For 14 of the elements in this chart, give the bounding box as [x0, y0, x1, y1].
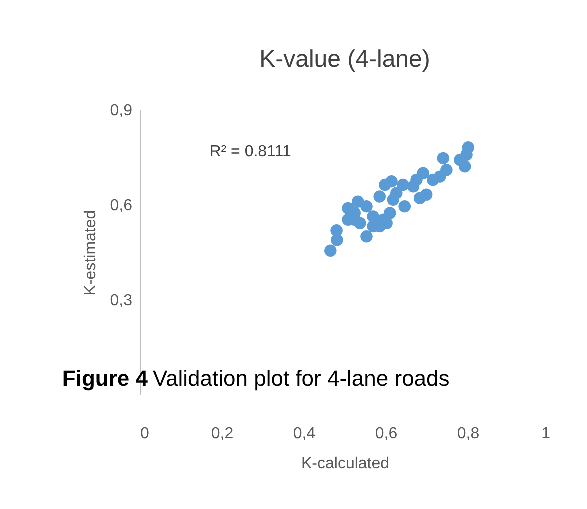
y-tick-label: 0,6	[110, 198, 133, 214]
x-tick-label: 0,2	[211, 426, 234, 442]
y-tick-label: 0,9	[110, 102, 133, 120]
x-tick-label: 0,6	[375, 426, 398, 442]
y-tick-label: 0,3	[110, 292, 133, 310]
x-tick-label: 0	[140, 426, 150, 442]
annotation: Figure 4 Validation plot for 4-lane roads	[62, 366, 450, 391]
x-tick-label: 0,8	[457, 426, 480, 442]
chart-title: K-value (4-lane)	[260, 46, 430, 73]
annotation: R² = 0.8111	[210, 144, 292, 161]
x-axis-title: K-calculated	[301, 456, 390, 472]
y-axis-title: K-estimated	[82, 210, 100, 296]
x-tick-label: 0,4	[293, 426, 316, 442]
x-tick-label: 1	[542, 426, 551, 442]
